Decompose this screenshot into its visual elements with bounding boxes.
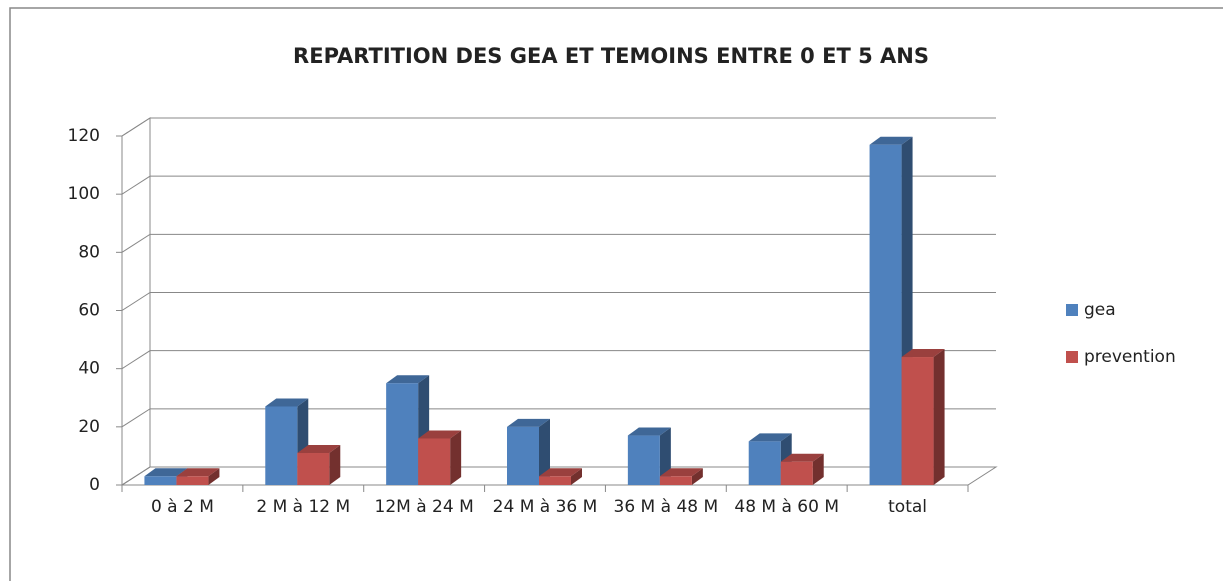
bar-top xyxy=(176,468,220,477)
chart-title: REPARTITION DES GEA ET TEMOINS ENTRE 0 E… xyxy=(293,44,929,68)
bar xyxy=(659,476,692,485)
y-tick-label: 60 xyxy=(78,301,100,321)
bar-side xyxy=(539,418,550,485)
bar xyxy=(297,453,330,485)
bar-top xyxy=(901,349,945,358)
x-tick-label: 24 M à 36 M xyxy=(492,497,598,517)
bar-side xyxy=(329,445,341,485)
bar-top xyxy=(780,453,824,462)
bar-top xyxy=(265,398,309,407)
bar xyxy=(627,435,660,485)
bar-top xyxy=(507,418,550,427)
bar-top xyxy=(386,375,430,384)
legend-label: prevention xyxy=(1084,347,1176,367)
bar-side xyxy=(450,430,462,485)
x-tick-label: 12M à 24 M xyxy=(374,497,474,517)
grid-line xyxy=(121,292,996,311)
grid-line xyxy=(121,233,996,253)
y-tick-label: 100 xyxy=(68,184,100,204)
x-tick-label: 36 M à 48 M xyxy=(613,497,719,517)
bar-side xyxy=(812,453,824,485)
grid-line xyxy=(121,408,996,428)
legend-label: gea xyxy=(1084,300,1116,320)
bar-top xyxy=(627,427,671,436)
bar xyxy=(144,476,177,485)
bar-side xyxy=(691,468,703,485)
x-tick-label: 48 M à 60 M xyxy=(734,497,840,517)
bar-top xyxy=(659,468,703,477)
bar-top xyxy=(297,445,341,454)
y-tick-label: 120 xyxy=(68,126,100,146)
bar xyxy=(748,441,781,485)
legend-swatch xyxy=(1066,304,1078,316)
grid-line xyxy=(121,175,996,195)
bar-top xyxy=(539,468,582,477)
y-tick-label: 40 xyxy=(78,359,100,379)
x-tick-label: total xyxy=(888,497,927,517)
grid-line xyxy=(121,117,996,137)
bar-top xyxy=(418,430,462,439)
bar xyxy=(265,406,298,485)
bar-top xyxy=(748,433,792,442)
grid-line xyxy=(121,350,996,370)
y-tick-label: 80 xyxy=(78,242,100,262)
bar xyxy=(869,144,902,485)
bar-top xyxy=(869,136,913,145)
bar xyxy=(780,461,813,485)
bar xyxy=(539,476,571,485)
x-tick-label: 0 à 2 M xyxy=(150,497,214,517)
bar-side xyxy=(571,468,582,485)
y-tick-label: 0 xyxy=(89,475,100,495)
bar xyxy=(176,476,209,485)
legend-swatch xyxy=(1066,351,1078,363)
bar xyxy=(507,426,539,485)
grid-line xyxy=(121,466,996,486)
bar-top xyxy=(144,468,188,477)
bar-side xyxy=(933,349,945,485)
y-tick-label: 20 xyxy=(78,417,100,437)
bar xyxy=(386,383,419,485)
bar xyxy=(418,438,451,485)
bar xyxy=(901,357,934,485)
bar-side xyxy=(208,468,220,485)
x-tick-label: 2 M à 12 M xyxy=(256,497,351,517)
